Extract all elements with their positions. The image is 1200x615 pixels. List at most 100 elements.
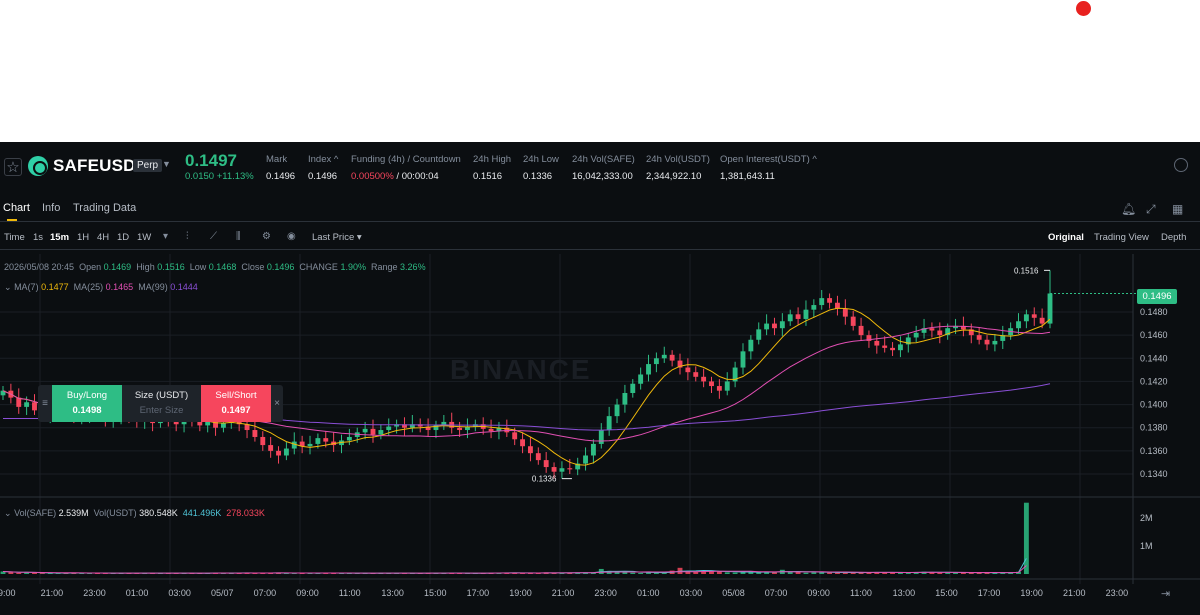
volume-bar <box>16 572 22 574</box>
volume-bar <box>173 573 179 574</box>
volume-bar <box>693 571 699 574</box>
low-marker-label: 0.1336 <box>532 475 557 484</box>
stat-label: 24h Low <box>523 154 559 165</box>
chevron-down-icon[interactable]: ▼ <box>162 159 171 169</box>
drawing-tools-icon[interactable]: ◉ <box>287 231 296 242</box>
collapse-chevron-icon[interactable]: ⌄ <box>4 508 12 518</box>
volume-bar <box>551 573 557 574</box>
candle-body <box>315 438 321 444</box>
vol-usdt-label: Vol(USDT) <box>93 508 137 518</box>
volume-bar <box>1000 572 1006 574</box>
drag-handle-icon[interactable]: ≡ <box>42 398 48 409</box>
tab-info[interactable]: Info <box>42 202 61 214</box>
interval-4h[interactable]: 4H <box>97 232 110 243</box>
volume-ma10-line <box>2 565 1027 574</box>
candle-body <box>882 345 888 348</box>
size-input[interactable]: Size (USDT) Enter Size <box>122 385 201 422</box>
settings-sliders-icon[interactable]: ⚙ <box>262 231 271 242</box>
active-tab-indicator <box>7 219 17 221</box>
interval-15m[interactable]: 15m <box>50 232 70 243</box>
close-icon[interactable]: × <box>274 398 280 409</box>
candle-body <box>260 436 266 446</box>
volume-bar <box>992 572 998 574</box>
vol-usdt-value: 380.548K <box>139 508 178 518</box>
time-axis-label: 23:00 <box>594 588 617 598</box>
candle-type-icon[interactable]: ⫶ <box>186 231 189 242</box>
volume-bar <box>24 572 30 574</box>
candlestick-chart[interactable]: 0.1480 0.1460 0.1440 0.1420 0.1400 0.1380 0.13… <box>0 254 1200 615</box>
stat-open-interest[interactable]: Open Interest(USDT) ^ 1,381,643.11 <box>720 154 817 182</box>
sell-short-button[interactable]: Sell/Short 0.1497 <box>201 385 271 422</box>
high-label: High <box>136 262 155 272</box>
time-axis-label: 23:00 <box>83 588 106 598</box>
interval-1h[interactable]: 1H <box>77 232 90 243</box>
interval-1s[interactable]: 1s <box>33 232 44 243</box>
volume-bar <box>47 573 53 574</box>
time-axis-label: 15:00 <box>935 588 958 598</box>
price-type-select[interactable]: Last Price ▾ <box>312 232 362 243</box>
current-price-badge: 0.1496 <box>1137 289 1177 304</box>
candle-body <box>819 298 825 306</box>
volume-bar <box>630 572 636 574</box>
tab-chart[interactable]: Chart <box>3 202 30 214</box>
candle-body <box>835 302 840 309</box>
candle-body <box>787 314 793 322</box>
collapse-chevron-icon[interactable]: ⌄ <box>4 282 12 292</box>
vol-safe-value: 2.539M <box>58 508 89 518</box>
grid-layout-icon[interactable]: ▦ <box>1172 202 1184 216</box>
volume-bar <box>890 572 895 574</box>
candle-body <box>590 443 596 456</box>
candle-body <box>764 323 770 330</box>
chart-canvas[interactable]: 0.1480 0.1460 0.1440 0.1420 0.1400 0.1380 0.13… <box>0 254 1200 615</box>
view-trading-view[interactable]: Trading View <box>1094 232 1149 243</box>
candle-body <box>984 339 990 345</box>
candle-body <box>850 316 856 326</box>
candle-body <box>520 439 526 447</box>
range-value: 3.26% <box>400 262 426 272</box>
candle-body <box>638 374 644 384</box>
expand-icon[interactable]: ⤢ <box>1146 202 1156 216</box>
funding-countdown: / 00:00:04 <box>393 171 439 182</box>
volume-bar <box>559 572 565 574</box>
stat-mark: Mark 0.1496 <box>266 154 295 182</box>
time-axis-label: 11:00 <box>850 588 872 598</box>
volume-bar <box>968 572 974 574</box>
stat-label: 24h Vol(SAFE) <box>572 154 635 165</box>
candle-body <box>677 360 683 368</box>
scroll-to-latest-icon[interactable]: ⇥ <box>1161 587 1170 600</box>
candle-body <box>291 441 297 449</box>
volume-bar <box>339 573 344 574</box>
candle-body <box>252 430 258 437</box>
stat-value: 0.1496 <box>308 171 338 182</box>
volume-bar <box>331 573 337 574</box>
ma-info: ⌄ MA(7) 0.1477 MA(25) 0.1465 MA(99) 0.14… <box>4 282 198 293</box>
candle-body <box>32 402 37 411</box>
volume-bar <box>945 572 951 574</box>
interval-dropdown-icon[interactable]: ▾ <box>163 231 169 242</box>
depth-bars-icon[interactable]: ⫼ <box>236 231 241 242</box>
volume-bar <box>653 572 659 574</box>
volume-bar <box>701 570 707 574</box>
volume-bar <box>409 573 415 574</box>
indicator-icon[interactable]: ⟋ <box>210 231 217 242</box>
buy-long-button[interactable]: Buy/Long 0.1498 <box>52 385 122 422</box>
volume-bar <box>55 573 61 574</box>
time-axis-label: 09:00 <box>807 588 830 598</box>
candle-body <box>583 455 588 464</box>
view-original[interactable]: Original <box>1048 232 1084 243</box>
volume-bar <box>520 573 526 574</box>
interval-time[interactable]: Time <box>4 232 25 243</box>
settings-circle-icon[interactable] <box>1174 158 1188 172</box>
interval-1d[interactable]: 1D <box>117 232 130 243</box>
symbol-name[interactable]: SAFEUSDT <box>53 156 147 175</box>
favorite-star-icon[interactable]: ☆ <box>4 158 22 176</box>
tab-trading-data[interactable]: Trading Data <box>73 202 137 214</box>
volume-bar <box>827 572 833 574</box>
view-depth[interactable]: Depth <box>1161 232 1187 243</box>
candle-body <box>307 443 313 447</box>
bell-icon[interactable]: 🔔︎ <box>1121 202 1137 216</box>
time-axis-label: 07:00 <box>254 588 277 598</box>
stat-index[interactable]: Index ^ 0.1496 <box>308 154 338 182</box>
volume-bar <box>756 572 762 574</box>
interval-1w[interactable]: 1W <box>137 232 152 243</box>
